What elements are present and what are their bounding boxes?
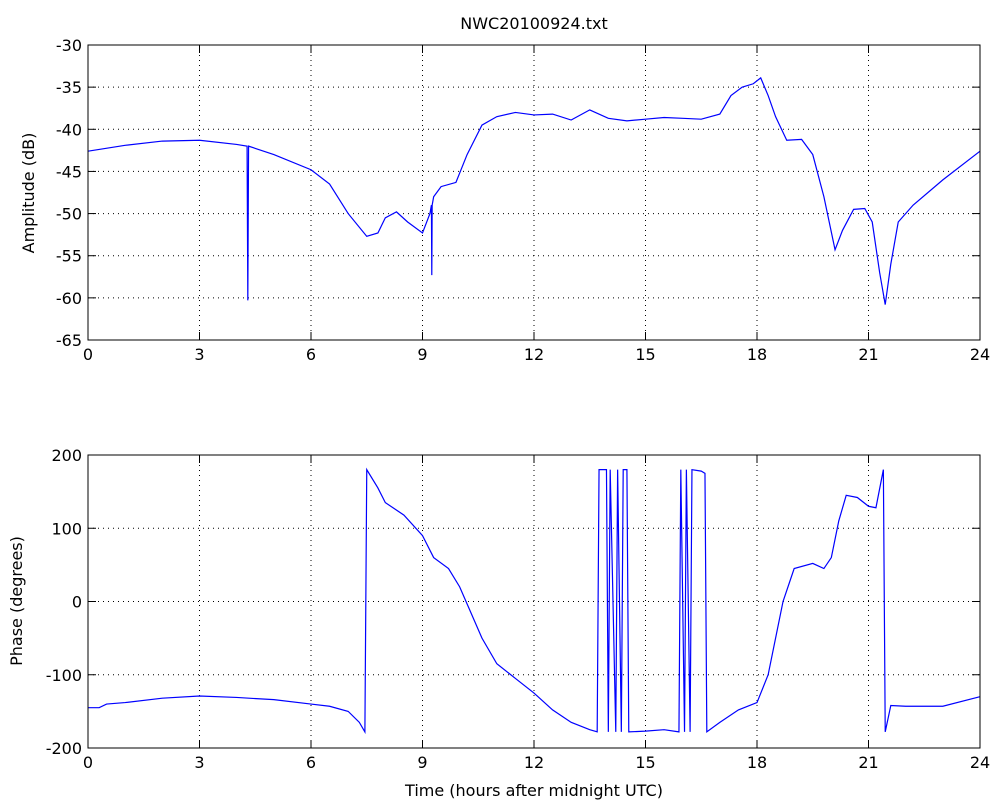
x-tick-label: 15 (635, 753, 655, 772)
y-tick-label: -100 (46, 666, 82, 685)
y-tick-label: -50 (56, 205, 82, 224)
y-tick-label: -45 (56, 162, 82, 181)
y-tick-label: -30 (56, 36, 82, 55)
x-tick-label: 6 (306, 345, 316, 364)
x-tick-label: 24 (970, 345, 990, 364)
x-tick-label: 9 (417, 753, 427, 772)
y-tick-label: -200 (46, 739, 82, 758)
y-tick-label: 0 (72, 593, 82, 612)
x-tick-label: 6 (306, 753, 316, 772)
x-tick-label: 21 (858, 753, 878, 772)
y-tick-label: -65 (56, 331, 82, 350)
y-tick-label: -55 (56, 247, 82, 266)
x-tick-label: 24 (970, 753, 990, 772)
y-axis-label: Phase (degrees) (7, 536, 26, 666)
x-tick-label: 9 (417, 345, 427, 364)
x-tick-label: 18 (747, 345, 767, 364)
y-tick-label: -60 (56, 289, 82, 308)
y-tick-label: 200 (51, 446, 82, 465)
x-tick-label: 12 (524, 345, 544, 364)
x-tick-label: 12 (524, 753, 544, 772)
y-tick-label: -40 (56, 120, 82, 139)
axes-frame (87, 44, 981, 341)
y-tick-label: 100 (51, 519, 82, 538)
x-tick-label: 18 (747, 753, 767, 772)
x-tick-label: 3 (194, 345, 204, 364)
x-tick-label: 0 (83, 345, 93, 364)
y-tick-label: -35 (56, 78, 82, 97)
x-tick-label: 0 (83, 753, 93, 772)
y-axis-label: Amplitude (dB) (19, 133, 38, 254)
x-tick-label: 15 (635, 345, 655, 364)
data-line (87, 76, 981, 305)
x-axis-label: Time (hours after midnight UTC) (404, 781, 663, 800)
data-line (88, 467, 981, 735)
chart-title: NWC20100924.txt (460, 14, 608, 33)
x-tick-label: 21 (858, 345, 878, 364)
x-tick-label: 3 (194, 753, 204, 772)
axes-frame (87, 454, 981, 749)
